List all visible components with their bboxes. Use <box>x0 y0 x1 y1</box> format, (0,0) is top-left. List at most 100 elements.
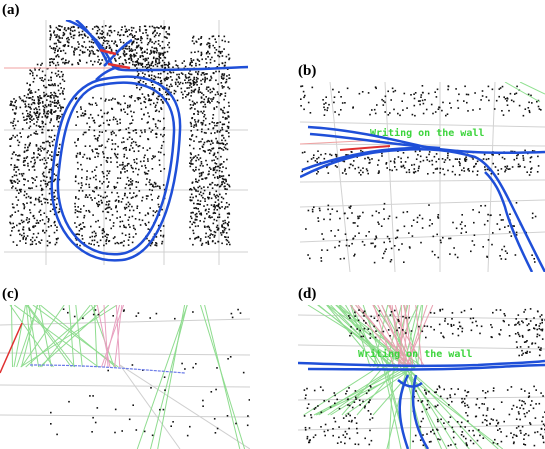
point <box>333 417 335 419</box>
point <box>75 124 77 126</box>
point <box>418 400 420 402</box>
point <box>192 197 194 199</box>
point <box>226 75 228 77</box>
point <box>320 257 322 259</box>
point <box>450 324 452 326</box>
point <box>50 210 52 212</box>
point <box>55 95 57 97</box>
point <box>521 388 523 390</box>
point <box>364 438 366 440</box>
point <box>496 309 498 311</box>
point <box>118 201 120 203</box>
point <box>225 62 227 64</box>
point <box>78 46 80 48</box>
point <box>46 152 48 154</box>
point <box>113 117 115 119</box>
point <box>415 390 417 392</box>
point <box>107 157 109 159</box>
point <box>105 99 107 101</box>
point <box>213 174 215 176</box>
point <box>219 216 221 218</box>
point <box>533 386 535 388</box>
point <box>21 100 23 102</box>
point <box>333 102 335 104</box>
point <box>201 131 203 133</box>
point <box>328 205 330 207</box>
point <box>354 168 356 170</box>
point <box>46 162 48 164</box>
point <box>205 96 207 98</box>
point <box>498 422 500 424</box>
point <box>389 238 391 240</box>
point <box>188 87 190 89</box>
point <box>505 250 507 252</box>
point <box>54 43 56 45</box>
point <box>435 406 437 408</box>
point <box>212 182 214 184</box>
point <box>408 317 410 319</box>
point <box>423 160 425 162</box>
point <box>240 312 242 314</box>
point <box>413 93 415 95</box>
point <box>427 159 429 161</box>
point <box>530 404 532 406</box>
point <box>151 199 153 201</box>
point <box>124 168 126 170</box>
point <box>504 313 506 315</box>
point <box>224 208 226 210</box>
point <box>80 164 82 166</box>
point <box>226 244 228 246</box>
point <box>308 210 310 212</box>
point <box>313 206 315 208</box>
point <box>56 27 58 29</box>
point <box>192 40 194 42</box>
point <box>213 159 215 161</box>
point <box>375 337 377 339</box>
point <box>440 240 442 242</box>
point <box>222 62 224 64</box>
point <box>125 128 127 130</box>
point <box>213 213 215 215</box>
point <box>30 108 32 110</box>
point <box>128 244 130 246</box>
point <box>40 210 42 212</box>
point <box>332 428 334 430</box>
point <box>148 75 150 77</box>
point <box>307 254 309 256</box>
point <box>55 244 57 246</box>
point <box>51 94 53 96</box>
point <box>201 59 203 61</box>
point <box>317 405 319 407</box>
point <box>334 96 336 98</box>
point <box>205 178 207 180</box>
point <box>163 141 165 143</box>
point <box>338 426 340 428</box>
point <box>523 443 525 445</box>
point <box>192 169 194 171</box>
point <box>110 26 112 28</box>
point <box>188 73 190 75</box>
point <box>174 90 176 92</box>
point <box>316 161 318 163</box>
point <box>58 102 60 104</box>
point <box>196 213 198 215</box>
point <box>10 215 12 217</box>
point <box>154 51 156 53</box>
point <box>497 223 499 225</box>
point <box>369 430 371 432</box>
point <box>95 309 97 311</box>
point <box>227 149 229 151</box>
point <box>217 152 219 154</box>
point <box>460 326 462 328</box>
point <box>31 157 33 159</box>
point <box>88 243 90 245</box>
point <box>168 27 170 29</box>
point <box>189 138 191 140</box>
point <box>208 211 210 213</box>
point <box>203 221 205 223</box>
point <box>493 442 495 444</box>
point <box>477 170 479 172</box>
point <box>123 245 125 247</box>
point <box>372 215 374 217</box>
point <box>536 101 538 103</box>
